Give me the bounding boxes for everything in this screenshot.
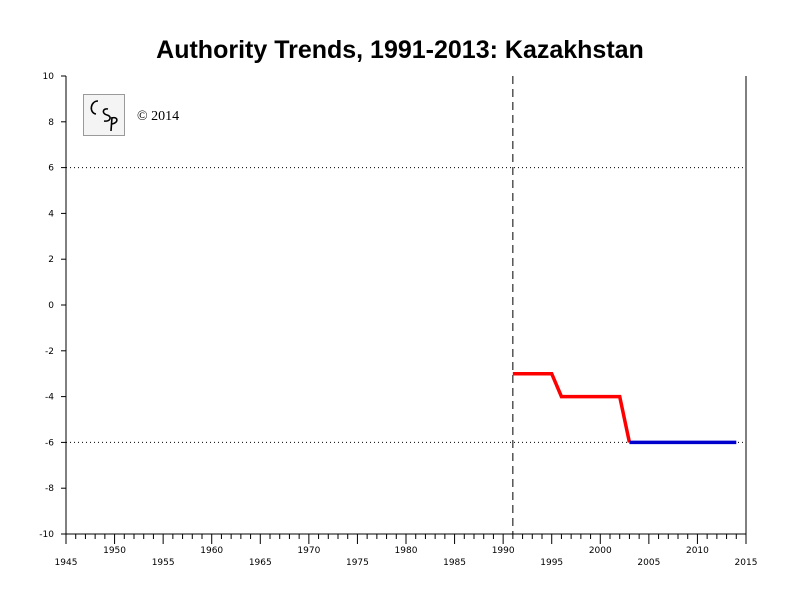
x-tick-label: 1960 [200,546,223,556]
copyright-text: © 2014 [137,109,180,124]
x-tick-label: 1955 [152,558,175,568]
y-tick-label: -8 [45,484,54,494]
csp-logo-mark [90,100,118,132]
x-tick-label: 2015 [735,558,758,568]
y-tick-label: 4 [48,209,54,219]
x-tick-label: 1945 [55,558,78,568]
x-tick-label: 1985 [443,558,466,568]
x-tick-label: 1970 [297,546,320,556]
y-tick-label: 10 [43,72,55,82]
x-tick-label: 2005 [637,558,660,568]
y-tick-label: -4 [45,393,54,403]
csp-logo [83,94,125,136]
x-tick-label: 1975 [346,558,369,568]
series-line-1 [512,371,632,443]
y-tick-label: -10 [39,530,54,540]
x-tick-label: 1980 [395,546,418,556]
y-tick-label: 2 [48,255,54,265]
y-tick-label: -6 [45,438,54,448]
y-tick-label: 6 [48,164,54,174]
x-tick-label: 1995 [540,558,563,568]
y-tick-label: 8 [48,118,54,128]
x-tick-label: 1950 [103,546,126,556]
chart-title: Authority Trends, 1991-2013: Kazakhstan [156,36,644,64]
y-tick-label: -2 [45,347,54,357]
y-tick-label: 0 [48,301,54,311]
x-tick-label: 2010 [686,546,709,556]
x-tick-label: 1990 [492,546,515,556]
x-tick-label: 1965 [249,558,272,568]
x-tick-label: 2000 [589,546,612,556]
